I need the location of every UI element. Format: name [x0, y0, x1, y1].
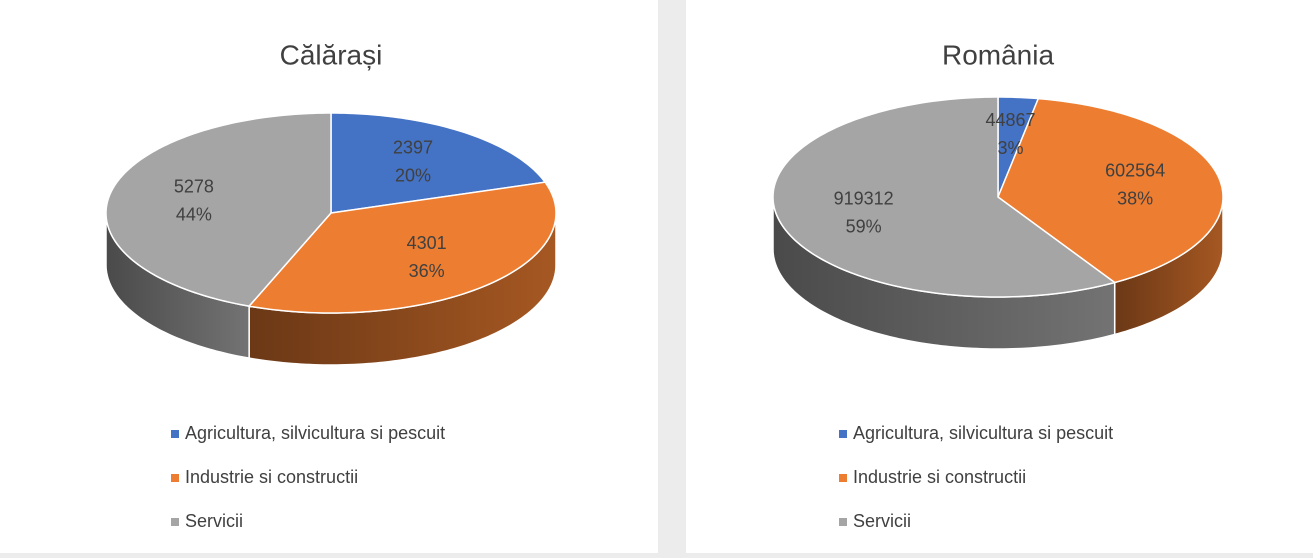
data-label: 59% — [846, 216, 882, 236]
pie-slice — [330, 112, 547, 214]
data-label: 602564 — [1105, 160, 1165, 180]
legend-label: Industrie si constructii — [853, 467, 1026, 487]
pie-slice — [247, 181, 557, 314]
legend-label: Servicii — [853, 511, 911, 531]
chart-title: Călărași — [280, 39, 383, 70]
data-label: 38% — [1117, 188, 1153, 208]
data-label: 36% — [409, 261, 445, 281]
legend-marker — [171, 518, 179, 526]
chart-title: România — [942, 39, 1054, 70]
data-label: 4301 — [407, 233, 447, 253]
data-label: 3% — [998, 138, 1024, 158]
legend-label: Agricultura, silvicultura si pescuit — [853, 423, 1113, 443]
legend-marker — [171, 430, 179, 438]
legend-marker — [171, 474, 179, 482]
data-label: 20% — [395, 166, 431, 186]
pie-slice — [105, 112, 332, 307]
pie-slice — [997, 97, 1224, 284]
legend-marker — [839, 518, 847, 526]
legend-label: Industrie si constructii — [185, 467, 358, 487]
legend-label: Servicii — [185, 511, 243, 531]
legend-marker — [839, 430, 847, 438]
legend-label: Agricultura, silvicultura si pescuit — [185, 423, 445, 443]
data-label: 919312 — [834, 188, 894, 208]
data-label: 2397 — [393, 138, 433, 158]
data-label: 44867 — [986, 110, 1036, 130]
data-label: 5278 — [174, 176, 214, 196]
pie-slice — [772, 96, 1117, 298]
legend-marker — [839, 474, 847, 482]
data-label: 44% — [176, 204, 212, 224]
